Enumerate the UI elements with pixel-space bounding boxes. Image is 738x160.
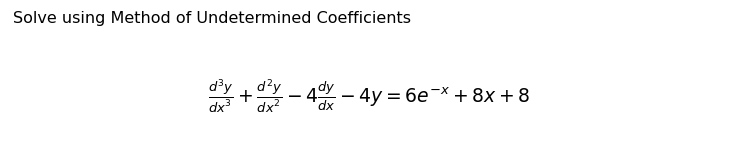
Text: $\frac{d^3y}{dx^3} + \frac{d^2y}{dx^2} - 4\frac{dy}{dx} - 4y = 6e^{-x} + 8x + 8$: $\frac{d^3y}{dx^3} + \frac{d^2y}{dx^2} -…	[208, 77, 530, 115]
Text: Solve using Method of Undetermined Coefficients: Solve using Method of Undetermined Coeff…	[13, 11, 411, 26]
